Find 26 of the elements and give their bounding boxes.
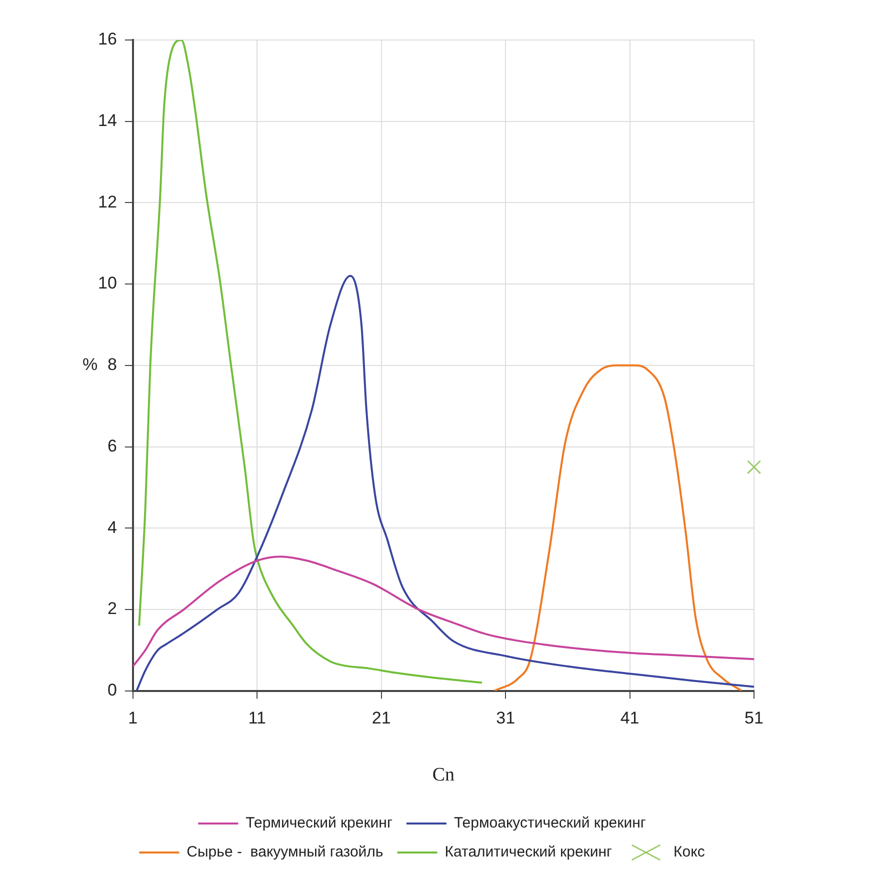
y-tick-label: 2 [107, 599, 117, 618]
x-tick-label: 11 [248, 708, 266, 728]
y-tick-label: 6 [107, 436, 117, 456]
y-tick-label: 4 [107, 518, 117, 537]
legend-label: Каталитический крекинг [444, 844, 613, 861]
x-tick-label: 1 [128, 708, 138, 728]
x-tick-label: 31 [496, 708, 516, 728]
x-tick-label: 21 [372, 708, 391, 728]
line-series [138, 40, 483, 684]
y-axis-title: % [82, 355, 98, 374]
x-tick-label: 51 [744, 708, 764, 728]
y-tick-label: 0 [107, 680, 117, 700]
y-tick-label: 16 [98, 30, 117, 49]
y-tick-label: 8 [107, 355, 117, 374]
x-axis-title: Cn [432, 764, 456, 786]
legend-label: Кокс [674, 844, 706, 861]
x-tick-label: 41 [620, 708, 640, 728]
y-tick-label: 12 [98, 192, 117, 212]
legend-label: Сырье - вакуумный газойль [186, 844, 384, 861]
legend-label: Термический крекинг [246, 814, 393, 832]
y-tick-label: 14 [98, 111, 117, 130]
line-series [132, 556, 754, 668]
legend-label: Термоакустический крекинг [454, 814, 646, 832]
y-tick-label: 10 [98, 274, 117, 293]
line-series [493, 364, 743, 691]
line-series [136, 274, 754, 691]
